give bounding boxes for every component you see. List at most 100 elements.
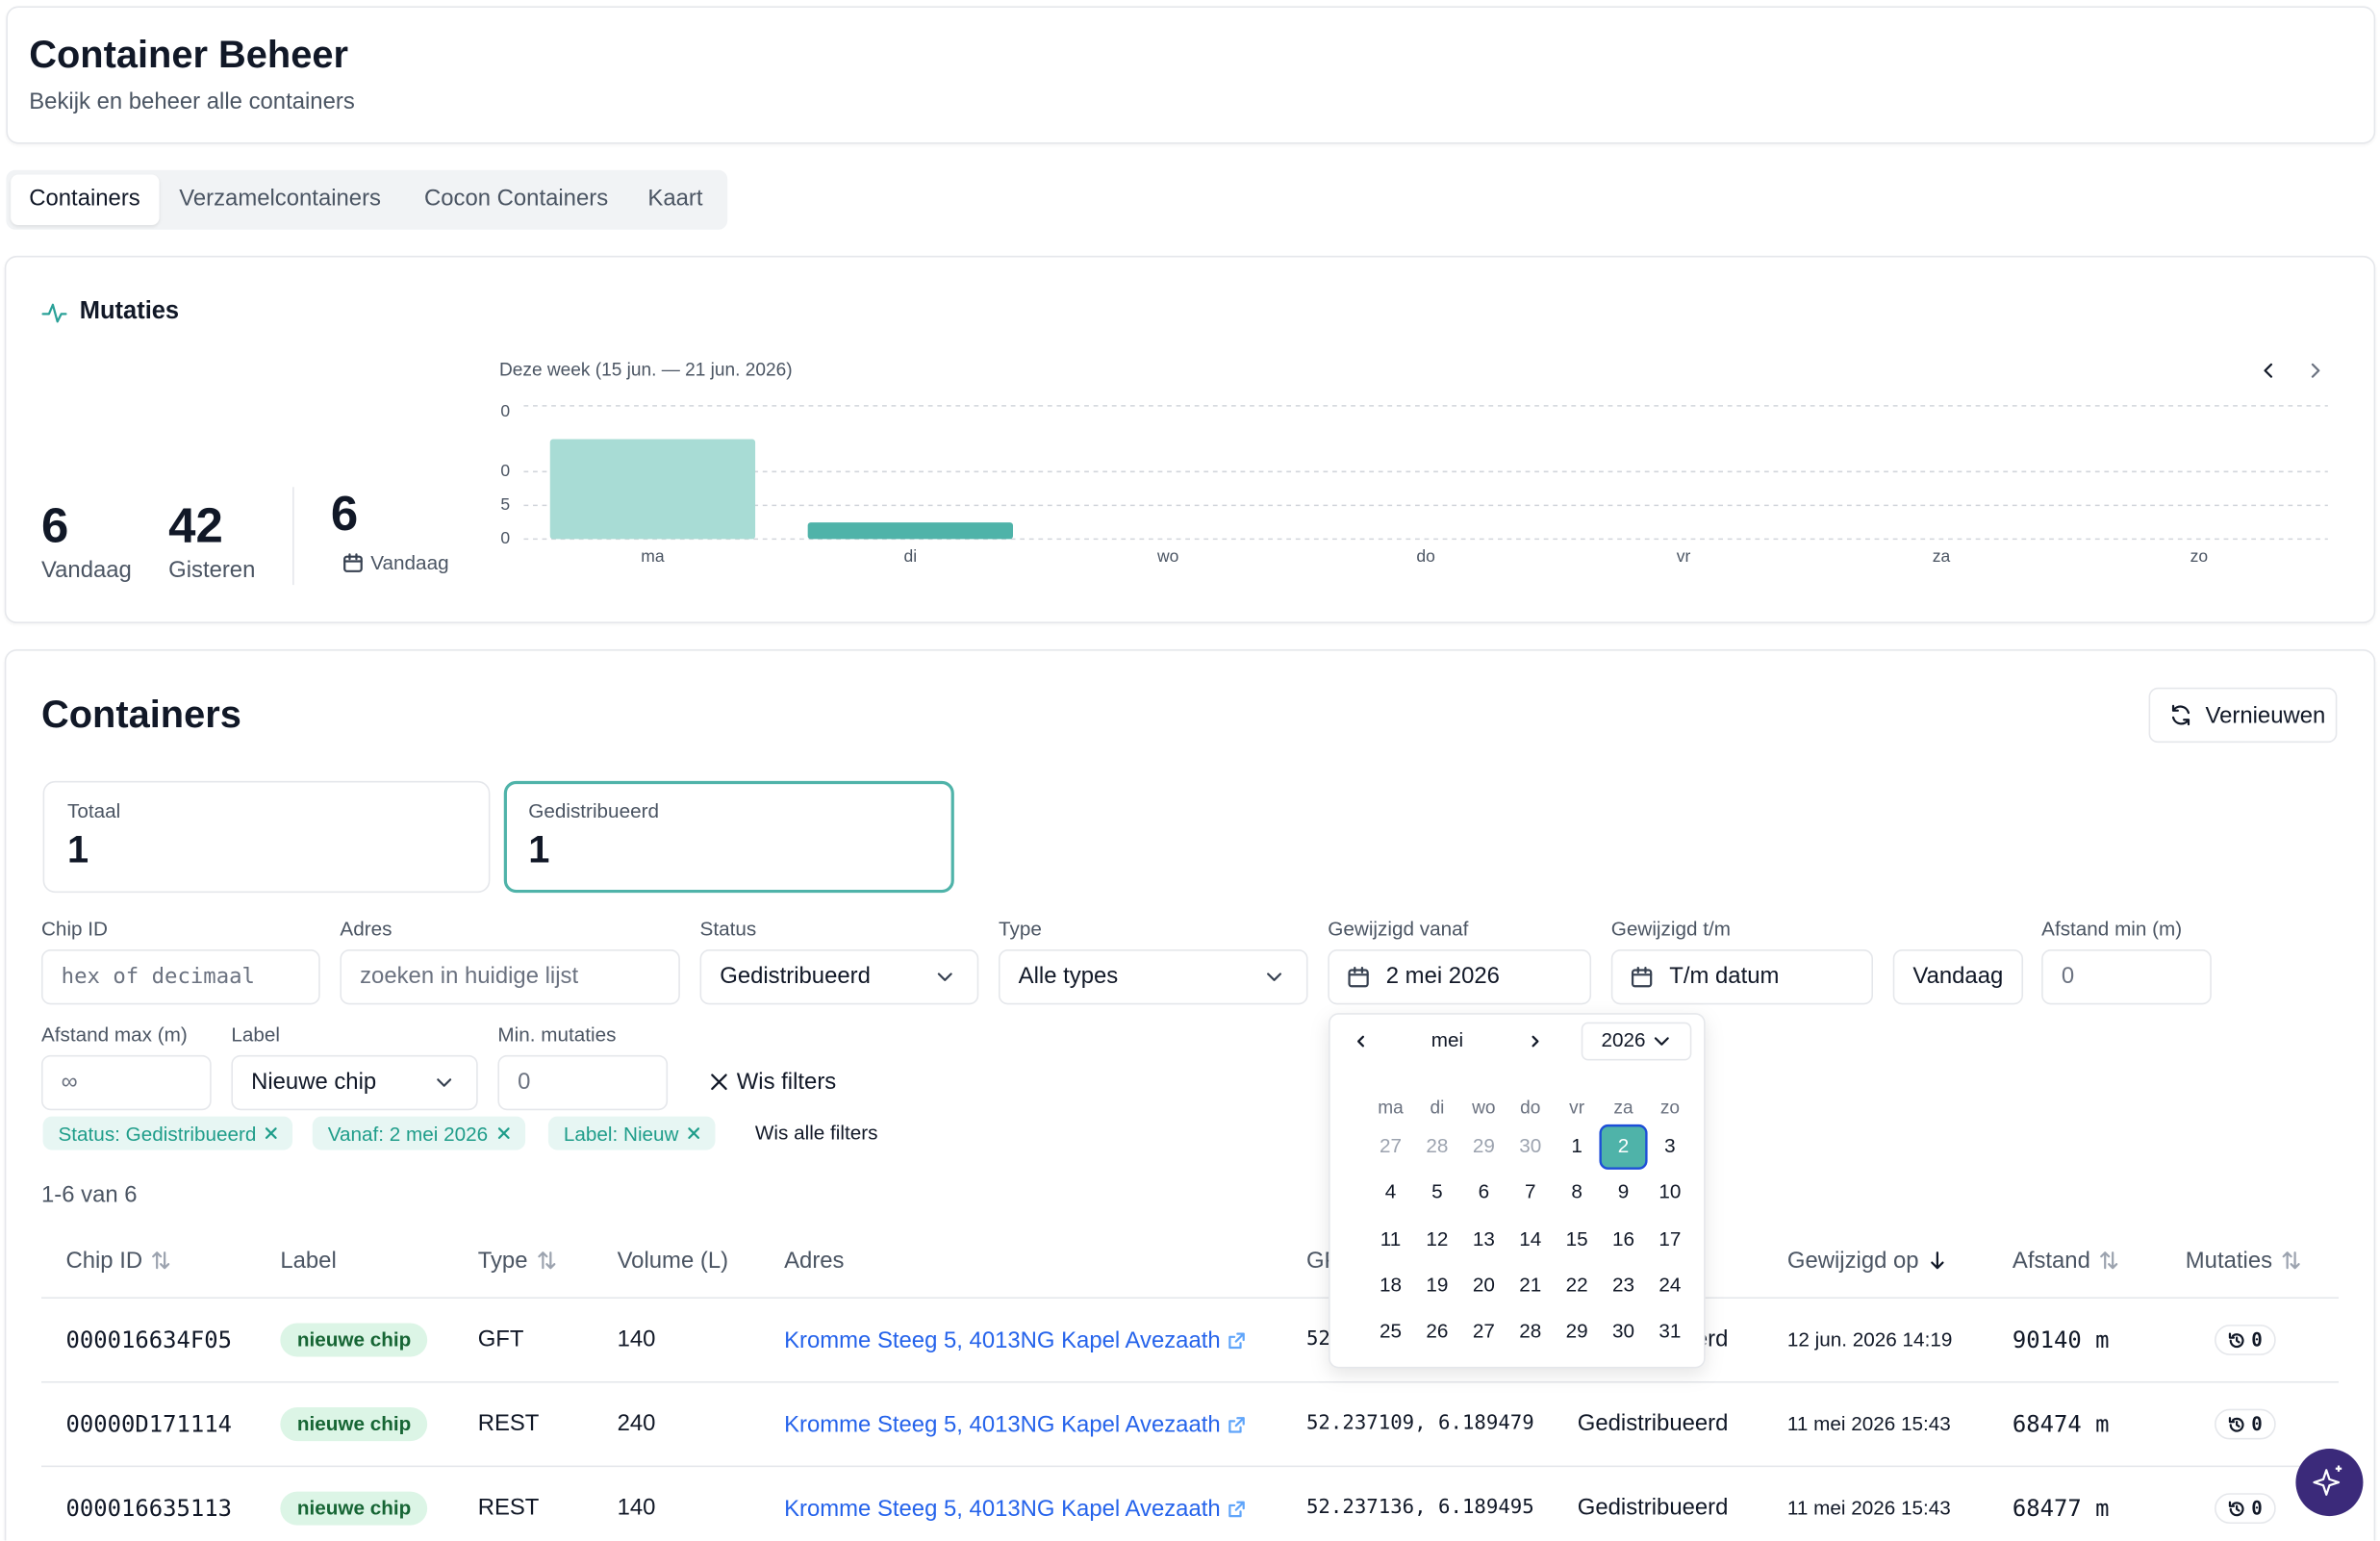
icon (152, 1251, 170, 1270)
cell: 52.237136, 6.189495 (1305, 1496, 1534, 1520)
tab[interactable]: Kaart (647, 185, 703, 212)
address: Kromme Steeg 5, 4013NG Kapel Avezaath (784, 1495, 1221, 1522)
column-title: Status (1577, 1247, 1643, 1274)
cell: 90140 m (2012, 1326, 2110, 1354)
filter-chip[interactable]: Label: Nieuw (547, 1116, 716, 1150)
cell: 52.237109, 6.189479 (1305, 1411, 1534, 1435)
address-link[interactable]: Kromme Steeg 5, 4013NG Kapel Avezaath (784, 1409, 1245, 1440)
mutations-pill[interactable]: 0 (2215, 1493, 2277, 1525)
refresh-button[interactable]: Vernieuwen (2148, 687, 2338, 744)
cell: 12 jun. 2026 14:19 (1786, 1327, 1953, 1352)
column-header: GPS (1306, 1245, 1355, 1276)
refresh-icon (2171, 704, 2190, 726)
filter-label: Afstand max (m) (40, 1023, 188, 1047)
tab-active-bg (11, 174, 160, 226)
chip-remove (497, 1127, 509, 1139)
cell: Gedistribueerd (1577, 1494, 1729, 1521)
address: Kromme Steeg 5, 4013NG Kapel Avezaath (784, 1326, 1221, 1353)
filter-input[interactable]: 2 mei 2026 (1328, 949, 1592, 1005)
filter-input[interactable]: ∞ (40, 1054, 212, 1111)
chip-label: Vanaf: 2 mei 2026 (327, 1122, 489, 1146)
chip-label: Status: Gedistribueerd (58, 1122, 257, 1146)
column-title: Adres (784, 1247, 845, 1274)
icon (1228, 1331, 1245, 1349)
column-title: Label (280, 1247, 337, 1274)
history-icon (2228, 1331, 2244, 1348)
mutation-count: 0 (2251, 1497, 2263, 1520)
cell: Gedistribueerd (1577, 1410, 1729, 1437)
filter-label: Gewijzigd t/m (1610, 917, 1732, 941)
column-header: Chip ID (65, 1245, 170, 1276)
stat-value: 42 (168, 497, 223, 553)
icon (2228, 1416, 2244, 1431)
external-link-icon (1228, 1500, 1245, 1517)
tab[interactable]: Containers (29, 185, 140, 212)
filter-input[interactable]: hex of decimaal (40, 949, 320, 1005)
sort-icon (152, 1251, 170, 1270)
mutations-pill[interactable]: 0 (2215, 1325, 2277, 1355)
filter-input[interactable]: 0 (497, 1054, 669, 1111)
summary-card (503, 780, 954, 894)
mutations-card (4, 255, 2376, 623)
address: Kromme Steeg 5, 4013NG Kapel Avezaath (784, 1411, 1221, 1438)
clear-all[interactable]: Wis alle filters (754, 1121, 878, 1145)
icon (1228, 1416, 1245, 1432)
stat-label: Vandaag (40, 557, 132, 584)
stat-label: Vandaag (370, 551, 449, 574)
cell: 00000D171114 (65, 1410, 232, 1438)
column-title: Gewijzigd op (1786, 1247, 1919, 1274)
column-title: Chip ID (65, 1247, 143, 1274)
address-link[interactable]: Kromme Steeg 5, 4013NG Kapel Avezaath (784, 1493, 1245, 1524)
external-link-icon (1228, 1416, 1245, 1432)
mutations-pill[interactable]: 0 (2215, 1408, 2277, 1440)
address-link[interactable]: Kromme Steeg 5, 4013NG Kapel Avezaath (784, 1325, 1245, 1355)
column-title: Type (477, 1247, 528, 1274)
column-header: Volume (L) (618, 1245, 728, 1276)
column-title: Mutaties (2185, 1247, 2273, 1274)
column-header: Gewijzigd op (1787, 1245, 1946, 1276)
cell: 68477 m (2012, 1494, 2110, 1523)
cell: 140 (617, 1494, 656, 1521)
column-header: Label (280, 1245, 336, 1276)
summary-card (42, 780, 491, 894)
column-header: Mutaties (2186, 1245, 2300, 1276)
filter-label: Min. mutaties (497, 1023, 617, 1047)
icon (2282, 1251, 2300, 1270)
filter-chip[interactable]: Vanaf: 2 mei 2026 (312, 1116, 525, 1150)
tab[interactable]: Verzamelcontainers (179, 185, 381, 212)
tab[interactable]: Cocon Containers (423, 185, 609, 212)
label-badge: nieuwe chip (280, 1323, 428, 1357)
filter-input[interactable]: 0 (2041, 949, 2212, 1005)
section-title: Containers (40, 694, 241, 737)
filter-input[interactable]: T/m datum (1610, 949, 1874, 1005)
label-badge: nieuwe chip (280, 1407, 428, 1442)
today-button[interactable]: Vandaag (1892, 949, 2024, 1005)
sort-icon (2282, 1251, 2300, 1270)
filter-label: Status (699, 917, 757, 941)
result-count: 1-6 van 6 (40, 1182, 138, 1209)
cell: 240 (617, 1410, 656, 1437)
filter-input[interactable]: Nieuwe chip (231, 1054, 478, 1111)
icon (688, 1127, 700, 1139)
filter-chip[interactable]: Status: Gedistribueerd (42, 1116, 293, 1150)
chip-label: Label: Nieuw (563, 1122, 679, 1146)
stat-value: 6 (40, 497, 69, 553)
filter-input[interactable]: Alle types (998, 949, 1308, 1005)
sort-icon (537, 1251, 555, 1270)
cell: REST (477, 1410, 540, 1437)
filter-label: Chip ID (40, 917, 109, 941)
button-label: Vernieuwen (2205, 701, 2326, 728)
column-header: Status (1578, 1245, 1643, 1276)
icon (2099, 1251, 2118, 1270)
cell: 000016634F05 (65, 1326, 232, 1354)
column-header: Adres (784, 1245, 844, 1276)
filter-input[interactable]: Gedistribueerd (699, 949, 979, 1005)
clear-filters[interactable]: Wis filters (736, 1069, 837, 1096)
icon (537, 1251, 555, 1270)
page-title: Container Beheer (29, 34, 349, 77)
column-title: Volume (L) (617, 1247, 729, 1274)
summary-value: 1 (67, 828, 89, 872)
filter-input[interactable]: zoeken in huidige lijst (340, 949, 680, 1005)
filter-label: Label (231, 1023, 281, 1047)
